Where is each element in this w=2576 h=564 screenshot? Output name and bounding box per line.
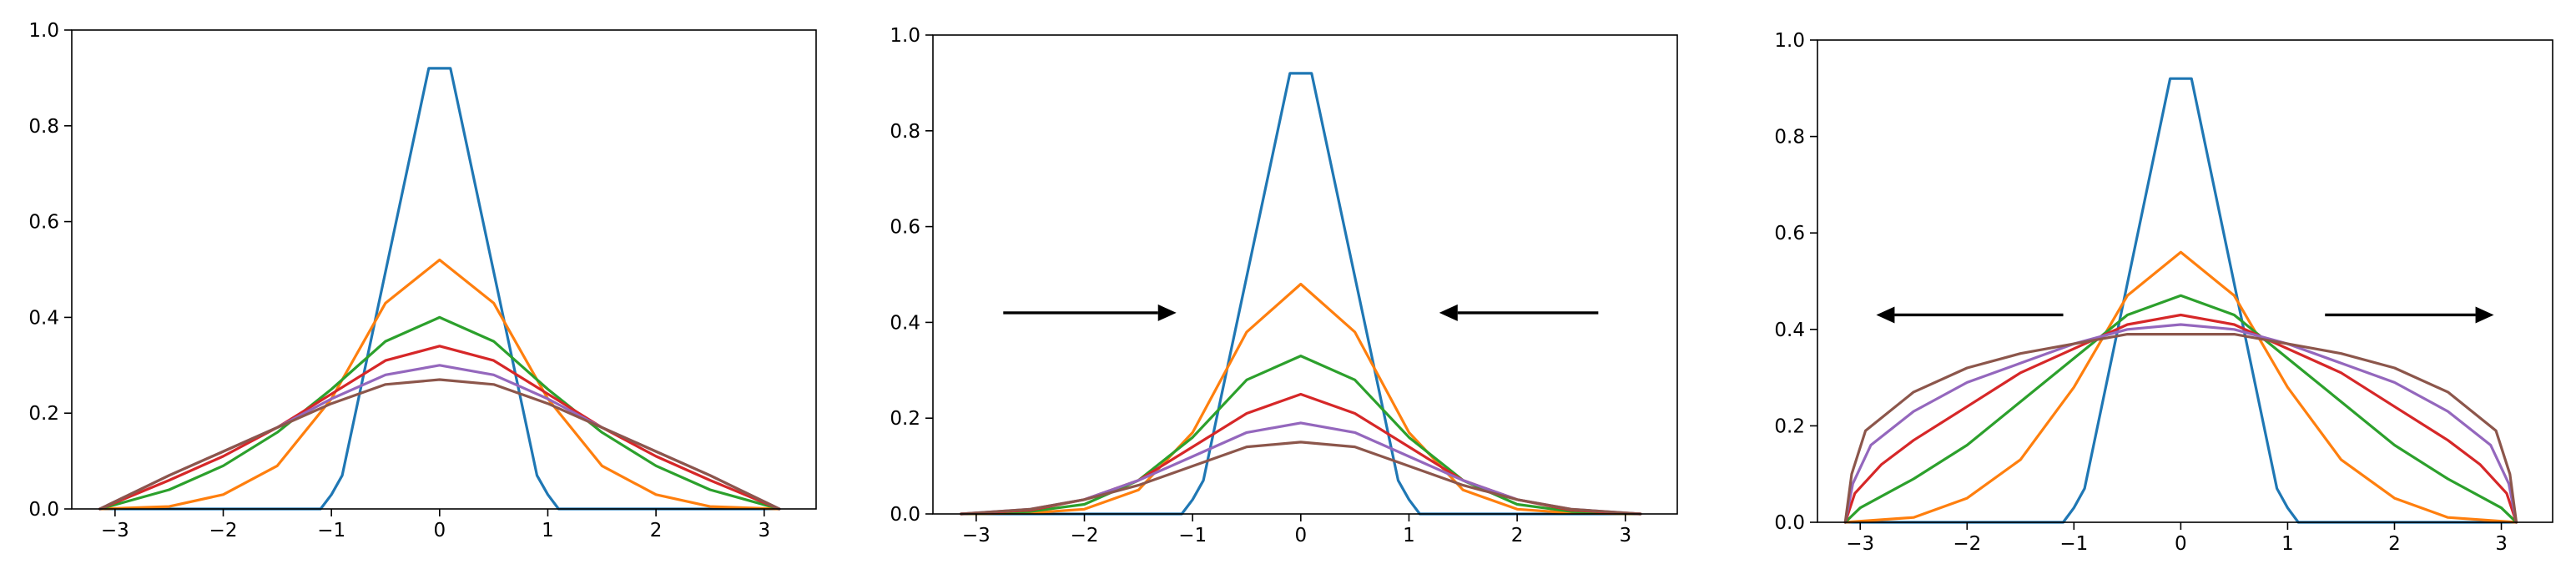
x-tick-label: 0 xyxy=(1294,525,1307,546)
x-tick-label: 0 xyxy=(2175,533,2187,555)
x-tick-label: 3 xyxy=(2495,533,2508,555)
y-tick-label: 0.6 xyxy=(890,217,920,239)
x-tick-label: 1 xyxy=(2281,533,2294,555)
x-tick-label: 3 xyxy=(1619,525,1631,546)
x-tick-label: 2 xyxy=(2388,533,2401,555)
y-tick-label: 0.2 xyxy=(1774,415,1805,437)
x-tick-label: −1 xyxy=(317,520,345,541)
y-tick-label: 1.0 xyxy=(890,25,920,47)
series-line-4 xyxy=(960,392,1642,516)
x-tick-label: 1 xyxy=(542,520,554,541)
y-tick-label: 0.4 xyxy=(890,312,920,334)
y-tick-label: 0.8 xyxy=(1774,127,1805,149)
arrow-left-icon xyxy=(1439,304,1458,321)
series-line-1 xyxy=(960,72,1642,516)
y-tick-label: 0.0 xyxy=(890,504,920,526)
y-tick-label: 1.0 xyxy=(1774,30,1805,52)
series-line-6 xyxy=(1843,333,2518,524)
chart-panel-1: −3 −2 −1 0 1 2 3 0.0 0.2 0.4 0.6 0.8 1.0 xyxy=(28,20,817,541)
series-line-5 xyxy=(98,364,781,511)
y-tick-label: 0.8 xyxy=(890,121,920,143)
x-tick-label: −1 xyxy=(2059,533,2088,555)
series-line-6 xyxy=(960,441,1642,516)
axes-frame xyxy=(932,34,1678,515)
series-line-5 xyxy=(960,421,1642,516)
y-tick-label: 0.8 xyxy=(28,116,59,138)
y-tick-label: 0.4 xyxy=(1774,320,1805,341)
series-line-1 xyxy=(1843,77,2518,524)
x-tick-label: 0 xyxy=(433,520,446,541)
chart-panel-3: −3 −2 −1 0 1 2 3 0.0 0.2 0.4 0.6 0.8 1.0 xyxy=(1774,30,2553,555)
x-tick-label: −3 xyxy=(1846,533,1874,555)
x-tick-label: 2 xyxy=(650,520,663,541)
y-tick-label: 1.0 xyxy=(28,20,59,42)
arrow-right-icon xyxy=(1157,304,1177,321)
axes-frame xyxy=(71,29,817,510)
series-line-3 xyxy=(960,355,1642,516)
y-tick-label: 0.6 xyxy=(1774,223,1805,244)
series-line-3 xyxy=(98,315,781,511)
y-tick-label: 0.0 xyxy=(1774,512,1805,534)
x-tick-label: −2 xyxy=(1071,525,1099,546)
series-line-2 xyxy=(98,258,781,511)
x-tick-label: −2 xyxy=(1953,533,1981,555)
x-tick-label: 3 xyxy=(758,520,770,541)
x-tick-label: 2 xyxy=(1511,525,1524,546)
series-line-3 xyxy=(1843,294,2518,524)
chart-panel-2: −3 −2 −1 0 1 2 3 0.0 0.2 0.4 0.6 0.8 1.0 xyxy=(890,25,1678,546)
arrow-right-icon xyxy=(2475,306,2494,324)
y-tick-label: 0.4 xyxy=(28,307,59,329)
arrow-left-icon xyxy=(1876,306,1895,324)
y-tick-label: 0.6 xyxy=(28,212,59,234)
series-line-4 xyxy=(98,345,781,511)
x-tick-label: −3 xyxy=(962,525,991,546)
x-tick-label: −2 xyxy=(209,520,238,541)
series-line-2 xyxy=(960,282,1642,516)
x-tick-label: −1 xyxy=(1178,525,1207,546)
y-tick-label: 0.0 xyxy=(28,499,59,521)
x-tick-label: 1 xyxy=(1403,525,1415,546)
series-line-4 xyxy=(1843,313,2518,524)
series-line-5 xyxy=(1843,323,2518,524)
series-line-6 xyxy=(98,378,781,511)
axes-frame xyxy=(1817,39,2553,523)
y-tick-label: 0.2 xyxy=(890,408,920,430)
series-line-2 xyxy=(1843,250,2518,524)
x-tick-label: −3 xyxy=(101,520,129,541)
series-line-1 xyxy=(98,67,781,511)
y-tick-label: 0.2 xyxy=(28,403,59,425)
